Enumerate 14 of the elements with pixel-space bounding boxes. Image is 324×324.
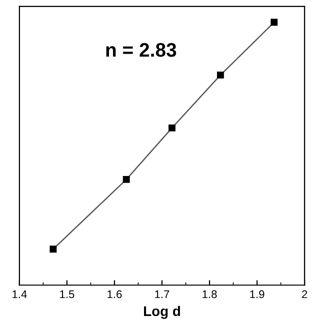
x-tick-label: 2 [302, 290, 308, 298]
point [122, 176, 130, 183]
x-tick-label: 1.6 [108, 290, 122, 298]
point [216, 72, 224, 79]
x-axis-title: Log d [144, 306, 180, 319]
point [50, 246, 57, 253]
x-tick-label: 1.5 [60, 290, 74, 298]
annotation: n = 2.83 [106, 43, 176, 57]
point [270, 18, 278, 26]
x-tick-label: 1.4 [12, 290, 27, 298]
x-tick-label: 1.8 [202, 290, 217, 298]
point [168, 124, 176, 132]
x-tick-label: 1.7 [155, 290, 170, 298]
x-tick-label: 1.9 [250, 290, 264, 298]
